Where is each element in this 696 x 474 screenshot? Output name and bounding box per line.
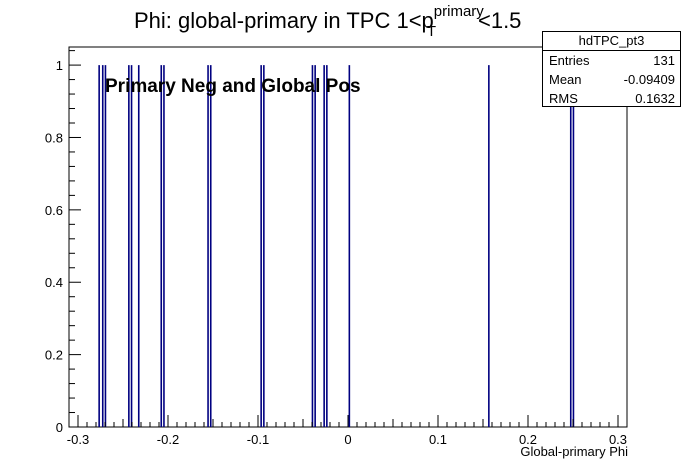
stats-value: 131 <box>653 53 675 68</box>
chart-title: Phi: global-primary in TPC 1<pprimary T <1… <box>134 3 522 40</box>
y-tick-label: 0.4 <box>45 275 63 290</box>
stats-row-rms: RMS 0.1632 <box>543 89 680 108</box>
x-tick-label: 0.2 <box>519 432 537 447</box>
title-superscript: primary <box>433 3 484 20</box>
title-main: Phi: global-primary in TPC 1<p <box>134 8 434 33</box>
x-tick-label: -0.3 <box>67 432 89 447</box>
x-tick-label: -0.2 <box>157 432 179 447</box>
stats-name: hdTPC_pt3 <box>543 32 680 51</box>
y-tick-label: 0.6 <box>45 203 63 218</box>
stats-row-mean: Mean -0.09409 <box>543 70 680 89</box>
x-tick-label: 0.1 <box>429 432 447 447</box>
stats-row-entries: Entries 131 <box>543 51 680 70</box>
stats-label: RMS <box>549 91 578 106</box>
stats-label: Entries <box>549 53 590 68</box>
stats-box: hdTPC_pt3 Entries 131 Mean -0.09409 RMS … <box>542 31 681 107</box>
x-axis-label: Global-primary Phi <box>520 444 628 459</box>
stats-label: Mean <box>549 72 582 87</box>
title-tail: <1.5 <box>477 8 522 33</box>
y-tick-label: 0.2 <box>45 348 63 363</box>
y-tick-label: 0 <box>56 420 63 435</box>
title-subscript: T <box>426 23 436 40</box>
stats-value: 0.1632 <box>635 91 675 106</box>
annotation-text: Primary Neg and Global Pos <box>105 76 361 97</box>
x-tick-label: 0 <box>344 432 351 447</box>
x-tick-label: 0.3 <box>609 432 627 447</box>
x-tick-label: -0.1 <box>247 432 269 447</box>
y-tick-label: 0.8 <box>45 130 63 145</box>
y-tick-label: 1 <box>56 58 63 73</box>
stats-value: -0.09409 <box>623 72 675 87</box>
